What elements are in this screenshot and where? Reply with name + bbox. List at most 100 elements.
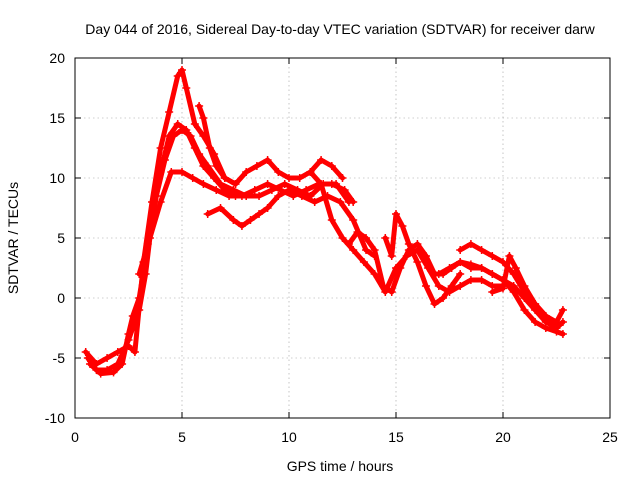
- data-point: [488, 252, 497, 260]
- data-point: [317, 156, 326, 164]
- data-point: [439, 294, 448, 302]
- data-point: [229, 186, 238, 194]
- data-point: [203, 162, 212, 170]
- data-point: [310, 198, 319, 206]
- data-point: [531, 306, 540, 314]
- data-point: [199, 180, 208, 188]
- data-point: [156, 198, 165, 206]
- data-point: [488, 270, 497, 278]
- axis-ticks: 0 5 10 15 20 25 -10 -5 0 5 10 15 20: [45, 50, 618, 445]
- data-point: [165, 108, 174, 116]
- data-point: [229, 216, 238, 224]
- data-point: [520, 294, 529, 302]
- y-tick-label: -10: [45, 410, 65, 426]
- data-point: [511, 264, 520, 272]
- data-point: [285, 186, 293, 194]
- data-point: [421, 282, 430, 290]
- y-tick-label: 0: [57, 290, 65, 306]
- data-point: [203, 210, 212, 218]
- x-tick-label: 0: [71, 429, 79, 445]
- series-group: [81, 66, 567, 378]
- data-point: [434, 270, 443, 278]
- y-tick-label: 5: [57, 230, 65, 246]
- data-point: [83, 354, 92, 362]
- data-point: [349, 216, 358, 224]
- data-point: [421, 252, 430, 260]
- series-line-sat-a: [83, 67, 345, 367]
- data-point: [255, 192, 264, 200]
- data-point: [340, 186, 349, 194]
- data-point: [392, 210, 400, 218]
- data-point: [349, 246, 358, 254]
- data-point: [317, 180, 326, 188]
- data-point: [552, 324, 561, 332]
- y-axis-label: SDTVAR / TECUs: [5, 182, 21, 294]
- data-point: [381, 234, 390, 242]
- data-point: [456, 246, 465, 254]
- data-point: [255, 210, 264, 218]
- data-point: [195, 102, 204, 110]
- x-tick-label: 5: [178, 429, 186, 445]
- data-point: [263, 204, 272, 212]
- data-point: [169, 132, 178, 140]
- data-point: [430, 300, 439, 308]
- data-point: [182, 84, 191, 92]
- data-point: [404, 240, 413, 248]
- data-point: [488, 288, 497, 296]
- data-point: [186, 132, 195, 140]
- data-point: [130, 348, 139, 356]
- data-point: [190, 120, 199, 128]
- data-point: [173, 72, 182, 80]
- series-line-sat-l: [436, 259, 559, 331]
- data-point: [344, 240, 353, 248]
- y-tick-label: -5: [53, 350, 66, 366]
- data-point: [178, 126, 186, 134]
- data-point: [109, 368, 118, 377]
- data-point: [285, 174, 293, 182]
- chart-title: Day 044 of 2016, Sidereal Day-to-day VTE…: [85, 21, 595, 37]
- data-point: [280, 180, 289, 188]
- data-point: [216, 204, 225, 212]
- data-point: [353, 228, 362, 236]
- data-point: [225, 192, 234, 200]
- data-point: [362, 234, 371, 242]
- data-point: [96, 369, 105, 378]
- data-point: [220, 174, 229, 182]
- data-point: [327, 180, 336, 188]
- data-point: [477, 246, 486, 254]
- data-point: [398, 222, 407, 230]
- y-tick-label: 15: [49, 110, 65, 126]
- data-point: [81, 348, 90, 356]
- data-point: [306, 168, 315, 176]
- data-point: [541, 318, 550, 326]
- data-point: [505, 252, 514, 260]
- data-point: [212, 186, 221, 194]
- data-point: [103, 354, 112, 362]
- data-point: [237, 222, 246, 230]
- data-point: [413, 258, 422, 266]
- data-point: [237, 192, 246, 200]
- data-point: [231, 180, 240, 188]
- data-point: [456, 270, 465, 278]
- data-point: [167, 168, 176, 176]
- data-point: [379, 282, 388, 290]
- data-point: [387, 288, 396, 296]
- x-tick-label: 15: [388, 429, 404, 445]
- data-point: [246, 216, 255, 224]
- data-point: [135, 270, 144, 278]
- data-point: [396, 264, 405, 272]
- data-point: [178, 66, 186, 74]
- data-point: [362, 246, 371, 254]
- data-point: [558, 306, 567, 314]
- series-line-sat-f: [205, 187, 378, 259]
- data-point: [558, 330, 567, 338]
- data-point: [173, 120, 182, 128]
- x-tick-label: 25: [602, 429, 618, 445]
- data-point: [145, 234, 154, 242]
- data-point: [477, 276, 486, 284]
- data-point: [188, 174, 197, 182]
- data-point: [531, 318, 540, 326]
- data-point: [178, 168, 186, 176]
- data-point: [263, 180, 272, 188]
- y-tick-label: 10: [49, 170, 65, 186]
